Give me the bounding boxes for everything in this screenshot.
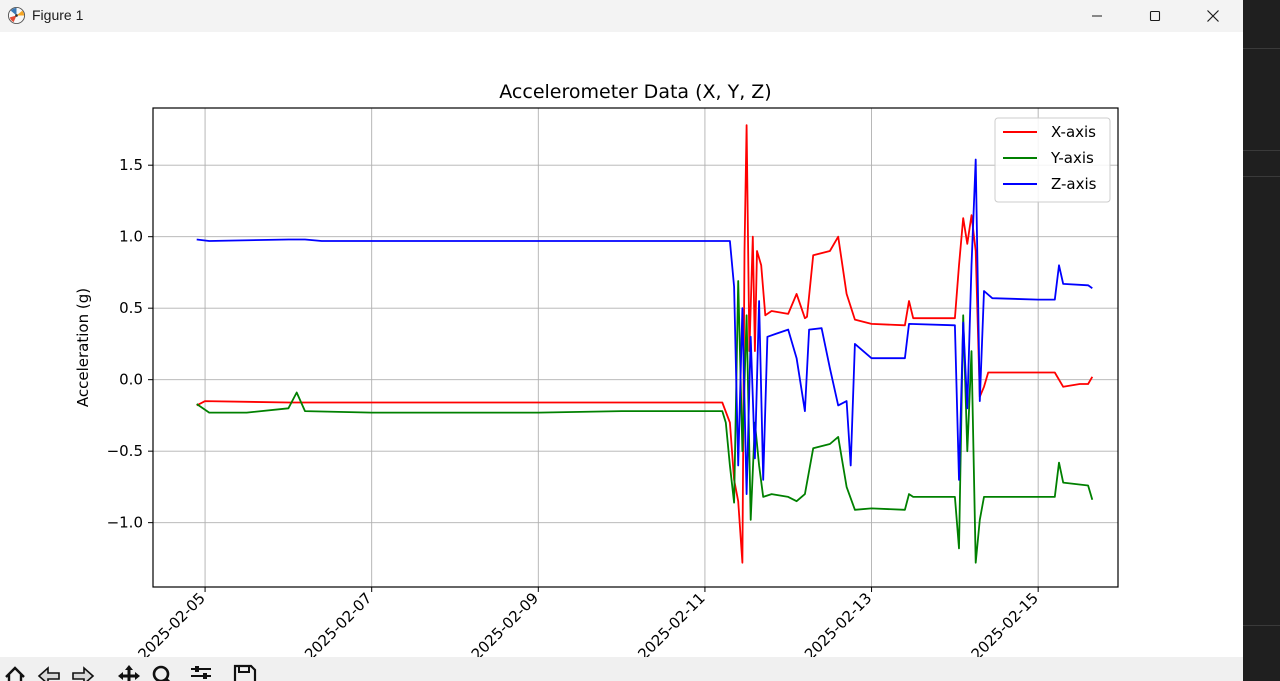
- y-tick-label: −0.5: [107, 442, 143, 460]
- pan-icon[interactable]: [116, 663, 142, 681]
- maximize-button[interactable]: [1126, 0, 1184, 32]
- minimize-icon: [1092, 15, 1102, 17]
- configure-icon[interactable]: [188, 663, 214, 681]
- x-tick-label: 2025-02-11: [634, 589, 708, 657]
- y-tick-label: 1.0: [119, 228, 143, 246]
- x-tick-label: 2025-02-07: [301, 589, 375, 657]
- legend: X-axis Y-axis Z-axis: [994, 117, 1111, 203]
- series-line-y-axis: [196, 280, 1094, 564]
- divider: [1243, 48, 1280, 49]
- x-tick-label: 2025-02-13: [801, 589, 875, 657]
- matplotlib-icon: [7, 6, 26, 25]
- home-icon[interactable]: [2, 663, 28, 681]
- series-lines: [196, 124, 1094, 564]
- legend-box: [994, 117, 1111, 203]
- legend-label: X-axis: [1051, 123, 1096, 141]
- x-tick-label: 2025-02-05: [135, 589, 209, 657]
- series-line-x-axis: [196, 124, 1094, 564]
- divider: [1243, 176, 1280, 177]
- window-title: Figure 1: [32, 7, 84, 23]
- maximize-icon: [1149, 10, 1161, 22]
- chart-title: Accelerometer Data (X, Y, Z): [499, 81, 771, 103]
- divider: [1243, 150, 1280, 151]
- y-tick-label: 0.0: [119, 371, 143, 389]
- x-tick-label: 2025-02-15: [968, 589, 1042, 657]
- navigation-toolbar: [0, 657, 1243, 681]
- gridlines: [153, 108, 1118, 587]
- back-icon[interactable]: [36, 663, 62, 681]
- axes-frame: [152, 107, 1119, 588]
- y-axis-label: Acceleration (g): [74, 288, 92, 407]
- title-bar[interactable]: Figure 1: [0, 0, 1243, 32]
- y-tick-label: 0.5: [119, 299, 143, 317]
- forward-icon[interactable]: [70, 663, 96, 681]
- close-icon: [1207, 10, 1219, 22]
- background-window: [1243, 0, 1280, 681]
- divider: [1243, 625, 1280, 626]
- ticks: 2025-02-05 2025-02-07 2025-02-09 2025-02-11…: [107, 156, 1042, 657]
- legend-label: Y-axis: [1050, 149, 1094, 167]
- chart: 2025-02-05 2025-02-07 2025-02-09 2025-02-11…: [74, 81, 1119, 657]
- close-button[interactable]: [1184, 0, 1242, 32]
- x-tick-label: 2025-02-09: [468, 589, 542, 657]
- legend-label: Z-axis: [1051, 175, 1097, 193]
- minimize-button[interactable]: [1068, 0, 1126, 32]
- figure-window: Figure 1 2025-02-05 2025-02-07 2025-02-09 2…: [0, 0, 1243, 681]
- save-icon[interactable]: [232, 663, 258, 681]
- series-line-z-axis: [196, 158, 1093, 496]
- y-tick-label: −1.0: [107, 514, 143, 532]
- y-tick-label: 1.5: [119, 156, 143, 174]
- zoom-icon[interactable]: [150, 663, 176, 681]
